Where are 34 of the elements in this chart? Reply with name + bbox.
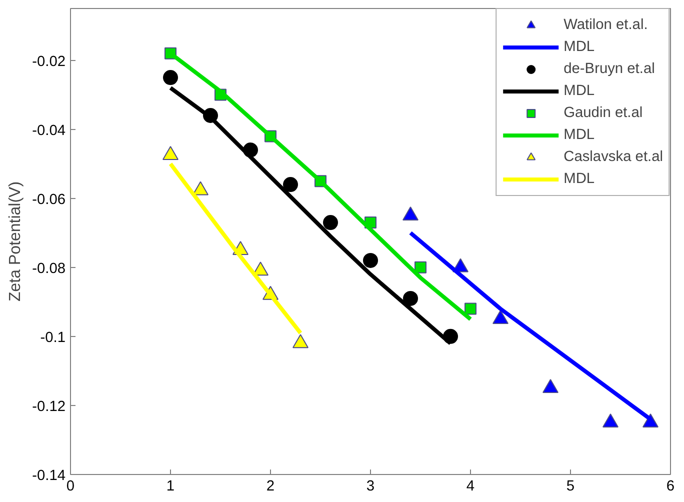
point (542, 379, 558, 394)
point (163, 70, 178, 86)
point (414, 261, 426, 274)
y-axis-title: Zeta Potential(V) (7, 181, 24, 302)
y-tick-label: -0.04 (32, 122, 66, 139)
legend-label: MDL (564, 127, 595, 143)
legend-label: Gaudin et.al (564, 105, 643, 121)
y-tick-label: -0.02 (32, 54, 66, 70)
x-tick-label: 2 (266, 478, 275, 494)
point (492, 310, 508, 324)
y-tick-label: -0.12 (32, 398, 66, 415)
legend-label: MDL (564, 39, 595, 55)
y-tick-label: -0.1 (40, 330, 66, 346)
x-tick-label: 3 (366, 478, 375, 494)
legend-label: Caslavska et.al (564, 149, 663, 165)
point (292, 334, 308, 348)
point (363, 253, 378, 268)
y-tick-label: -0.08 (32, 260, 66, 277)
point (323, 215, 338, 230)
x-tick-label: 6 (666, 478, 675, 494)
point (403, 290, 418, 306)
point (464, 302, 476, 315)
y-tick-label: -0.14 (32, 468, 66, 484)
y-tick-label: -0.06 (32, 192, 66, 208)
x-tick-label: 5 (566, 478, 575, 494)
legend-label: de-Bruyn et.al (564, 61, 655, 77)
x-tick-label: 4 (466, 478, 475, 494)
x-tick-label: 0 (66, 478, 75, 494)
x-tick-label: 1 (166, 478, 175, 494)
legend-label: MDL (564, 171, 595, 187)
legend-label: MDL (564, 83, 595, 99)
point (602, 414, 618, 428)
point (283, 177, 298, 192)
legend-label: Watilon et.al. (564, 17, 648, 33)
